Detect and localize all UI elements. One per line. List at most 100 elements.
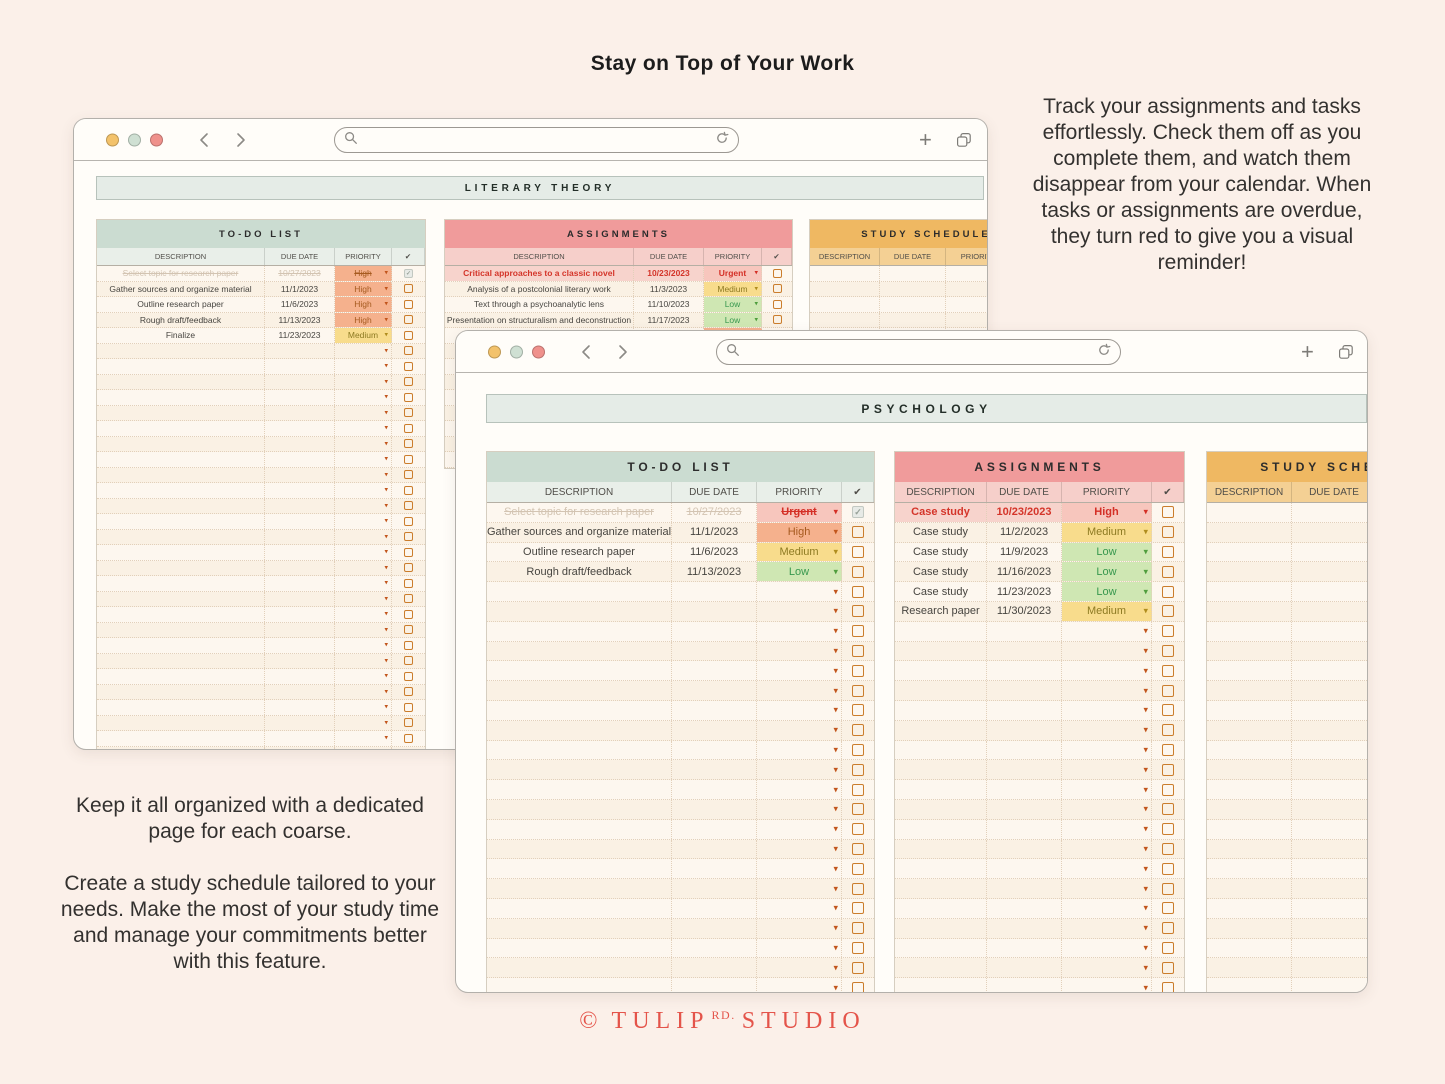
cell-description[interactable]: Critical approaches to a classic novel: [445, 266, 634, 281]
dropdown-caret-icon[interactable]: ▾: [1143, 605, 1148, 616]
cell-priority[interactable]: ▾: [335, 498, 392, 513]
cell-description[interactable]: [97, 560, 265, 575]
cell-description[interactable]: [1207, 601, 1292, 621]
forward-icon[interactable]: [236, 132, 248, 148]
cell-description[interactable]: [97, 421, 265, 436]
cell-priority[interactable]: ▾: [335, 715, 392, 730]
cell-priority[interactable]: ▾: [1062, 819, 1152, 839]
cell-due-date[interactable]: [1292, 741, 1367, 760]
cell-priority[interactable]: ▾: [1062, 780, 1152, 799]
cell-due-date[interactable]: [987, 720, 1062, 740]
cell-due-date[interactable]: [987, 879, 1062, 898]
cell-due-date[interactable]: [265, 514, 335, 529]
cell-due-date[interactable]: [880, 297, 946, 312]
cell-priority[interactable]: ▾: [1062, 938, 1152, 958]
cell-due-date[interactable]: [265, 452, 335, 467]
cell-description[interactable]: [97, 359, 265, 374]
cell-due-date[interactable]: [1292, 840, 1367, 859]
cell-due-date[interactable]: [672, 898, 757, 918]
cell-description[interactable]: [487, 859, 672, 879]
dropdown-caret-icon[interactable]: ▾: [1143, 784, 1148, 795]
dropdown-caret-icon[interactable]: ▾: [754, 300, 758, 308]
dropdown-caret-icon[interactable]: ▾: [384, 703, 388, 711]
checkbox[interactable]: [404, 609, 413, 619]
checkbox[interactable]: [1162, 704, 1174, 717]
cell-description[interactable]: [97, 498, 265, 513]
dropdown-caret-icon[interactable]: ▾: [384, 471, 388, 479]
cell-description[interactable]: [487, 720, 672, 740]
checkbox[interactable]: [404, 563, 413, 573]
cell-description[interactable]: [487, 839, 672, 859]
cell-due-date[interactable]: [1292, 820, 1367, 839]
checkbox[interactable]: [404, 656, 413, 666]
cell-description[interactable]: [895, 978, 987, 992]
cell-description[interactable]: [97, 715, 265, 730]
url-input[interactable]: [746, 342, 1091, 362]
cell-due-date[interactable]: [987, 918, 1062, 938]
reload-icon[interactable]: [715, 131, 729, 150]
cell-due-date[interactable]: [265, 421, 335, 436]
cell-description[interactable]: [810, 281, 880, 296]
cell-priority[interactable]: ▾: [335, 746, 392, 749]
cell-description[interactable]: [895, 681, 987, 700]
cell-due-date[interactable]: [265, 669, 335, 684]
dropdown-caret-icon[interactable]: ▾: [384, 517, 388, 525]
cell-priority[interactable]: ▾: [335, 545, 392, 560]
cell-description[interactable]: [487, 918, 672, 938]
cell-description[interactable]: Rough draft/feedback: [487, 562, 672, 582]
cell-description[interactable]: Case study: [895, 562, 987, 582]
cell-due-date[interactable]: [672, 760, 757, 780]
cell-priority[interactable]: ▾: [335, 483, 392, 498]
dropdown-caret-icon[interactable]: ▾: [833, 566, 838, 577]
checkbox[interactable]: [772, 315, 782, 325]
dropdown-caret-icon[interactable]: ▾: [1143, 902, 1148, 913]
dropdown-caret-icon[interactable]: ▾: [384, 424, 388, 432]
cell-description[interactable]: [895, 621, 987, 641]
dropdown-caret-icon[interactable]: ▾: [833, 902, 838, 913]
checkbox[interactable]: [852, 585, 864, 598]
checkbox[interactable]: [1162, 585, 1174, 598]
cell-priority[interactable]: ▾: [757, 641, 842, 661]
cell-due-date[interactable]: [265, 343, 335, 358]
cell-due-date[interactable]: [987, 819, 1062, 839]
checkbox[interactable]: [852, 704, 864, 717]
cell-due-date[interactable]: 11/13/2023: [672, 562, 757, 582]
dropdown-caret-icon[interactable]: ▾: [833, 685, 838, 696]
cell-due-date[interactable]: [1292, 701, 1367, 720]
cell-priority[interactable]: ▾: [335, 669, 392, 684]
cell-description[interactable]: [1207, 562, 1292, 582]
cell-due-date[interactable]: 11/23/2023: [987, 582, 1062, 601]
cell-due-date[interactable]: [1292, 602, 1367, 621]
dropdown-caret-icon[interactable]: ▾: [384, 347, 388, 355]
cell-due-date[interactable]: [1292, 582, 1367, 601]
cell-description[interactable]: Gather sources and organize material: [97, 281, 265, 296]
cell-due-date[interactable]: 11/3/2023: [634, 281, 704, 296]
cell-priority[interactable]: ▾: [335, 529, 392, 544]
cell-description[interactable]: Rough draft/feedback: [97, 312, 265, 327]
cell-description[interactable]: Case study: [895, 503, 987, 522]
dropdown-caret-icon[interactable]: ▾: [384, 564, 388, 572]
cell-description[interactable]: [97, 529, 265, 544]
dropdown-caret-icon[interactable]: ▾: [833, 645, 838, 656]
dropdown-caret-icon[interactable]: ▾: [833, 784, 838, 795]
tab-overview-icon[interactable]: [1338, 344, 1354, 365]
cell-description[interactable]: Case study: [895, 582, 987, 601]
checkbox[interactable]: [1162, 644, 1174, 657]
cell-due-date[interactable]: [265, 405, 335, 420]
cell-due-date[interactable]: [672, 582, 757, 601]
checkbox[interactable]: [1162, 664, 1174, 677]
cell-priority[interactable]: ▾: [335, 607, 392, 622]
cell-due-date[interactable]: [672, 799, 757, 819]
dropdown-caret-icon[interactable]: ▾: [384, 300, 388, 308]
cell-due-date[interactable]: 10/27/2023: [265, 266, 335, 281]
cell-priority[interactable]: ▾: [335, 405, 392, 420]
cell-description[interactable]: [810, 266, 880, 281]
cell-priority[interactable]: ▾: [757, 720, 842, 740]
cell-description[interactable]: [1207, 918, 1292, 938]
cell-description[interactable]: [1207, 522, 1292, 542]
cell-description[interactable]: [97, 607, 265, 622]
cell-due-date[interactable]: 11/2/2023: [987, 522, 1062, 542]
cell-priority[interactable]: ▾: [335, 374, 392, 389]
cell-due-date[interactable]: [265, 622, 335, 637]
cell-due-date[interactable]: [265, 607, 335, 622]
